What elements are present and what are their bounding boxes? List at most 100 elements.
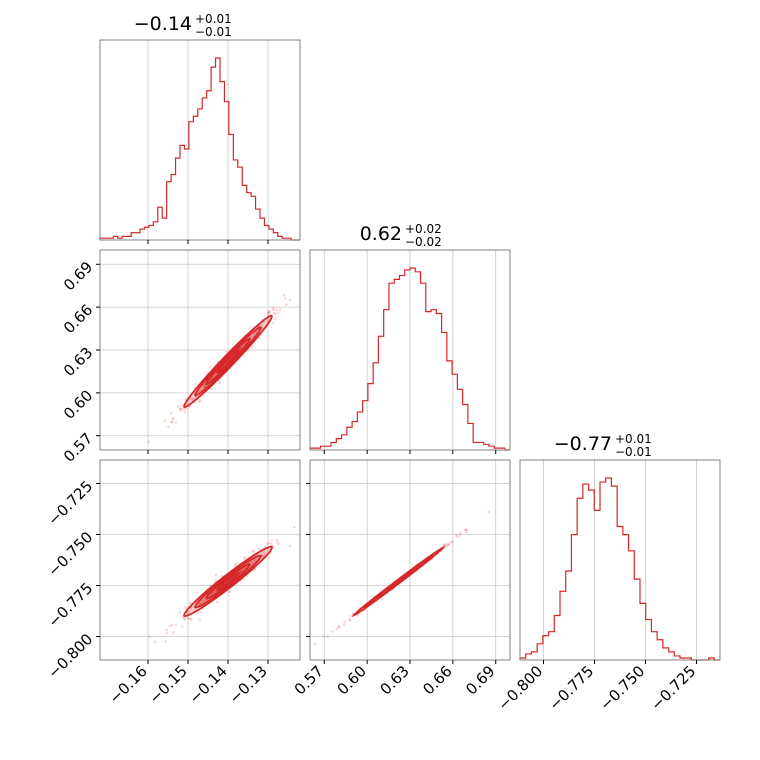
sample-point [446,543,449,546]
histogram-0 [99,57,300,241]
sample-point [198,399,202,402]
sample-point [447,542,450,546]
sample-point [186,616,189,620]
sample-point [170,623,174,627]
panel-frame [519,459,721,661]
sample-point [214,579,218,582]
sample-point [260,323,264,327]
sample-point [181,407,185,411]
sample-point [487,510,491,514]
sample-point [465,530,468,534]
sample-point [165,631,169,635]
sample-point [271,321,275,325]
sample-point [292,525,296,529]
sample-point [253,558,257,561]
title-lower-error: −0.01 [615,445,652,459]
sample-point [269,542,273,546]
title-upper-error: +0.01 [615,432,652,446]
sample-point [238,347,242,350]
sample-point [174,420,178,424]
y-tick-label-param1: 0.57 [60,429,96,465]
sample-point [199,602,202,605]
y-tick-label-param1: 0.60 [60,386,96,422]
sample-point [147,440,150,444]
y-tick-label-param2: −0.800 [44,630,96,682]
sample-point [272,308,276,311]
sample-point [191,396,195,400]
sample-point [455,535,459,538]
hist-panel-2: −0.77 +0.01−0.01 [519,432,721,664]
sample-point [302,293,305,296]
sample-point [189,397,192,400]
sample-point [251,344,255,348]
sample-point [243,557,247,561]
sample-point [220,574,224,578]
sample-point [274,317,277,321]
param-title-1: 0.62 +0.02−0.02 [360,222,442,249]
sample-point [172,631,175,634]
sample-point [451,540,454,544]
sample-point [189,606,193,610]
sample-point [343,620,347,624]
sample-point [267,311,270,315]
sample-point [189,601,192,605]
x-tick-label-param0: −0.16 [106,662,151,707]
param-title-0: −0.14 +0.01−0.01 [134,12,232,39]
sample-point [248,325,252,329]
sample-point [261,554,265,558]
y-tick-label-param2: −0.775 [44,579,96,631]
x-tick-label-param1: 0.57 [291,662,327,698]
histogram-2 [519,477,720,661]
scatter-panel-0-2 [96,459,301,664]
sample-point [172,416,175,420]
sample-point [443,543,447,547]
sample-point [272,311,276,315]
sample-point [447,543,450,546]
sample-point [342,623,346,626]
sample-point [216,600,219,604]
sample-point [444,545,448,548]
sample-point [184,607,188,610]
x-tick-label-param1: 0.66 [419,662,455,698]
sample-point [251,549,254,553]
x-tick-label-param1: 0.63 [376,662,412,698]
title-lower-error: −0.02 [405,235,442,249]
sample-point [458,534,461,538]
sample-point [168,624,172,628]
contour-level-1 [386,571,411,592]
scatter-panel-1-2 [306,459,511,664]
sample-point [183,407,187,411]
sample-point [268,310,271,313]
sample-point [277,542,281,546]
sample-point [276,540,279,544]
sample-point [252,549,256,553]
panel-content [314,510,491,646]
y-tick-label-param1: 0.66 [60,301,96,337]
sample-point [337,625,341,628]
sample-point [202,598,205,602]
sample-point [177,404,180,408]
sample-point [198,400,201,404]
sample-point [335,627,339,631]
x-tick-label-param2: −0.775 [545,662,597,714]
sample-point [183,411,187,414]
sample-point [214,573,218,577]
sample-point [254,330,258,334]
x-tick-label-param2: −0.800 [494,662,546,714]
contour-level-1 [216,571,240,592]
sample-point [243,556,246,559]
sample-point [268,310,271,313]
sample-point [131,452,134,455]
sample-point [178,407,182,410]
sample-point [252,332,256,336]
sample-point [188,617,192,621]
sample-point [253,567,257,571]
sample-point [184,605,187,609]
sample-point [170,420,174,424]
sample-point [193,607,197,611]
param-title-2: −0.77 +0.01−0.01 [554,432,652,459]
sample-point [218,381,221,385]
sample-point [464,528,468,532]
x-tick-label-param0: −0.15 [146,662,191,707]
